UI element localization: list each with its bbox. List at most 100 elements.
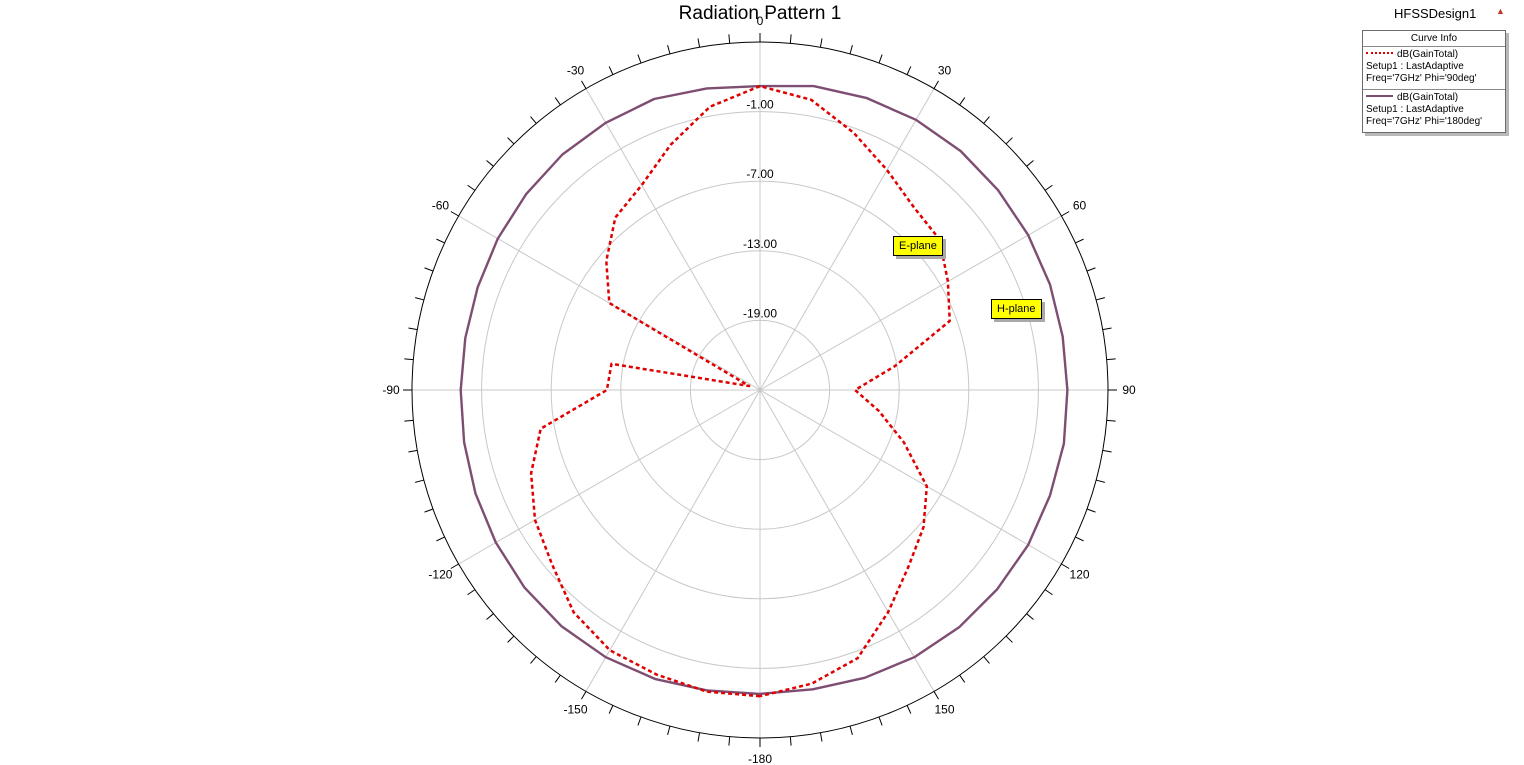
marker-h-plane[interactable]: H-plane [991, 299, 1042, 319]
angle-tick [530, 116, 537, 124]
angle-tick [1096, 297, 1105, 301]
spoke-line [759, 88, 935, 391]
legend-swatch-dashed [1366, 52, 1393, 55]
radial-tick-label: -13.00 [743, 237, 777, 251]
warning-triangle-icon[interactable]: ▲ [1496, 6, 1505, 16]
angle-tick [507, 137, 515, 145]
legend-entry-freq: Freq='7GHz' Phi='180deg' [1366, 116, 1483, 127]
marker-e-plane[interactable]: E-plane [893, 236, 943, 256]
angle-tick [424, 508, 434, 513]
spoke-line [458, 389, 761, 565]
angle-tick [697, 38, 701, 48]
angle-tick [1086, 508, 1096, 513]
radial-tick-label: -1.00 [746, 98, 774, 112]
angle-tick [554, 674, 561, 683]
legend-entry-name: dB(GainTotal) [1397, 49, 1459, 60]
angle-tick [667, 726, 671, 735]
angle-tick [554, 97, 561, 106]
angle-tick [1075, 238, 1084, 244]
angle-tick [486, 160, 494, 167]
angle-tick [1005, 635, 1013, 643]
angle-tick [789, 34, 792, 44]
angle-tick [667, 45, 671, 54]
grid-circle [689, 319, 831, 461]
angle-tick [1102, 327, 1112, 331]
angle-tick [906, 705, 912, 714]
grid-circle [550, 180, 970, 600]
angle-tick [819, 38, 823, 48]
angle-tick [467, 589, 476, 596]
angle-tick [728, 34, 731, 44]
angle-tick [983, 656, 990, 664]
angle-tick [415, 479, 424, 483]
angle-tick [1026, 160, 1034, 167]
angle-tick [1102, 449, 1112, 453]
angle-tick [1061, 563, 1070, 569]
angle-tick [608, 705, 614, 714]
design-name: HFSSDesign1 [1394, 6, 1477, 21]
angle-tick [507, 635, 515, 643]
angle-tick [581, 80, 587, 89]
angle-tick [1061, 211, 1070, 217]
angle-tick [697, 732, 701, 742]
angle-tick [450, 211, 459, 217]
angle-tick [849, 45, 853, 54]
angle-tick [728, 736, 731, 746]
radial-tick-label: -7.00 [746, 167, 774, 181]
angle-tick [637, 54, 642, 64]
chart-title: Radiation Pattern 1 [678, 3, 842, 24]
grid-circle [620, 250, 900, 530]
spoke-line [759, 389, 1062, 565]
angle-tick [1086, 267, 1096, 272]
angle-tick-label: 150 [934, 703, 954, 717]
angle-tick-label: -30 [567, 63, 585, 77]
angle-tick [849, 726, 853, 735]
spoke-line [759, 215, 1062, 391]
angle-tick [959, 674, 966, 683]
angle-tick [404, 358, 414, 361]
grid-circle [481, 111, 1039, 669]
angle-tick [1044, 184, 1053, 191]
angle-tick-label: 0 [757, 14, 764, 28]
angle-tick [1044, 589, 1053, 596]
legend-entry-setup: Setup1 : LastAdaptive [1366, 104, 1464, 115]
series-line-phi180 [459, 84, 1069, 696]
angle-tick [408, 449, 418, 453]
radial-tick-label: -19.00 [743, 306, 777, 320]
legend-entry-phi180[interactable]: dB(GainTotal) Setup1 : LastAdaptive Freq… [1363, 89, 1505, 132]
angle-tick [1075, 536, 1084, 542]
angle-tick-label: -120 [428, 568, 452, 582]
angle-tick-label: 90 [1122, 383, 1136, 397]
legend-entry-name: dB(GainTotal) [1397, 92, 1459, 103]
angle-tick-label: -90 [382, 383, 400, 397]
angle-tick [436, 536, 445, 542]
series-line-phi90 [529, 84, 951, 698]
angle-tick [933, 691, 939, 700]
angle-tick [789, 736, 792, 746]
angle-tick [906, 66, 912, 75]
legend-entry-freq: Freq='7GHz' Phi='90deg' [1366, 73, 1477, 84]
curve-info-legend[interactable]: Curve Info dB(GainTotal) Setup1 : LastAd… [1362, 30, 1506, 133]
legend-entry-setup: Setup1 : LastAdaptive [1366, 61, 1464, 72]
angle-tick [486, 613, 494, 620]
angle-tick [933, 80, 939, 89]
angle-tick [436, 238, 445, 244]
angle-tick-label: 120 [1070, 568, 1090, 582]
angle-tick [1106, 358, 1116, 361]
angle-tick [878, 716, 883, 726]
angle-tick [467, 184, 476, 191]
angle-tick [608, 66, 614, 75]
spoke-line [585, 88, 761, 391]
angle-tick [1096, 479, 1105, 483]
angle-tick-label: 60 [1073, 199, 1087, 213]
legend-header: Curve Info [1363, 31, 1505, 47]
legend-swatch-solid [1366, 95, 1393, 98]
angle-tick-label: -180 [748, 752, 772, 765]
legend-entry-phi90[interactable]: dB(GainTotal) Setup1 : LastAdaptive Freq… [1363, 47, 1505, 89]
angle-tick [878, 54, 883, 64]
angle-tick [415, 297, 424, 301]
angle-tick [404, 419, 414, 422]
angle-tick-label: -60 [432, 199, 450, 213]
angle-tick [530, 656, 537, 664]
